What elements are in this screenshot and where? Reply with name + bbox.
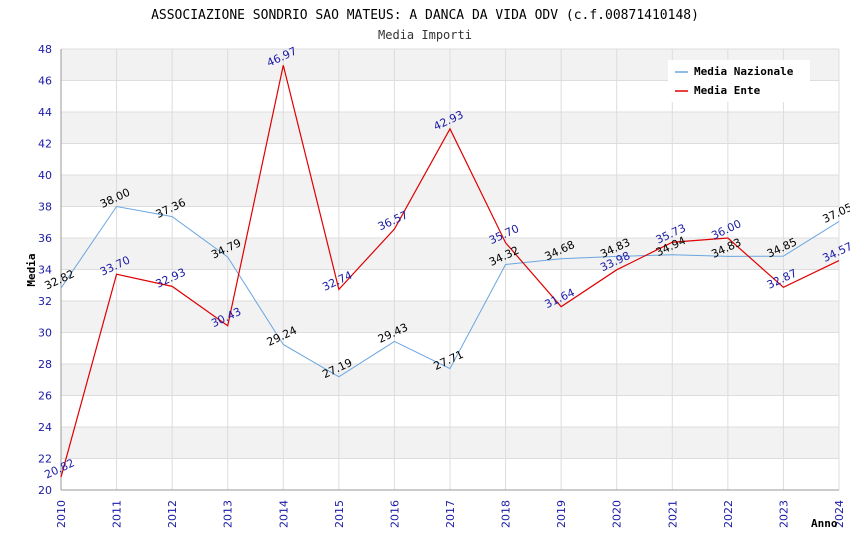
chart-subtitle: Media Importi bbox=[378, 28, 472, 42]
y-tick-label: 34 bbox=[38, 264, 52, 277]
x-tick-label: 2012 bbox=[166, 500, 179, 528]
axes bbox=[60, 49, 839, 491]
y-tick-label: 38 bbox=[38, 201, 52, 214]
legend-label-ente: Media Ente bbox=[694, 84, 761, 97]
y-tick-label: 46 bbox=[38, 75, 52, 88]
y-axis-label: Media bbox=[25, 253, 38, 286]
y-tick-label: 28 bbox=[38, 358, 52, 371]
x-tick-label: 2013 bbox=[222, 500, 235, 528]
y-tick-label: 26 bbox=[38, 390, 52, 403]
y-tick-label: 44 bbox=[38, 106, 52, 119]
y-tick-label: 36 bbox=[38, 232, 52, 245]
chart-title: ASSOCIAZIONE SONDRIO SAO MATEUS: A DANCA… bbox=[151, 8, 699, 23]
y-tick-label: 22 bbox=[38, 453, 52, 466]
y-tick-label: 48 bbox=[38, 43, 52, 56]
y-tick-label: 42 bbox=[38, 138, 52, 151]
series-line-media-ente bbox=[60, 65, 840, 478]
legend-box bbox=[668, 60, 810, 102]
x-tick-label: 2021 bbox=[666, 500, 679, 528]
x-tick-label: 2024 bbox=[833, 500, 846, 528]
y-tick-label: 32 bbox=[38, 295, 52, 308]
x-tick-label: 2020 bbox=[611, 500, 624, 528]
x-tick-label: 2011 bbox=[111, 500, 124, 528]
y-tick-labels: 20 22 24 26 28 30 32 34 36 38 40 42 44 46 48 bbox=[38, 43, 52, 497]
legend: Media Nazionale Media Ente bbox=[668, 60, 810, 102]
data-label-ente: 32.87 bbox=[765, 267, 799, 292]
x-tick-label: 2015 bbox=[333, 500, 346, 528]
x-tick-label: 2016 bbox=[388, 500, 401, 528]
data-label-ente: 32.74 bbox=[320, 269, 354, 294]
x-tick-label: 2017 bbox=[444, 500, 457, 528]
x-tick-label: 2022 bbox=[722, 500, 735, 528]
x-tick-label: 2023 bbox=[777, 500, 790, 528]
x-tick-label: 2010 bbox=[55, 500, 68, 528]
x-tick-label: 2014 bbox=[277, 500, 290, 528]
y-tick-label: 30 bbox=[38, 327, 52, 340]
x-tick-label: 2019 bbox=[555, 500, 568, 528]
series-line-media-nazionale bbox=[60, 205, 840, 378]
x-tick-labels: 2010 2011 2012 2013 2014 2015 2016 2017 2018 2019… bbox=[55, 500, 846, 528]
y-tick-label: 24 bbox=[38, 421, 52, 434]
x-axis-label: Anno bbox=[811, 517, 838, 530]
y-tick-label: 40 bbox=[38, 169, 52, 182]
series-group bbox=[60, 65, 840, 478]
x-tick-label: 2018 bbox=[500, 500, 513, 528]
legend-label-nazionale: Media Nazionale bbox=[694, 65, 794, 78]
data-label-ente: 36.57 bbox=[376, 208, 410, 233]
y-tick-label: 20 bbox=[38, 484, 52, 497]
